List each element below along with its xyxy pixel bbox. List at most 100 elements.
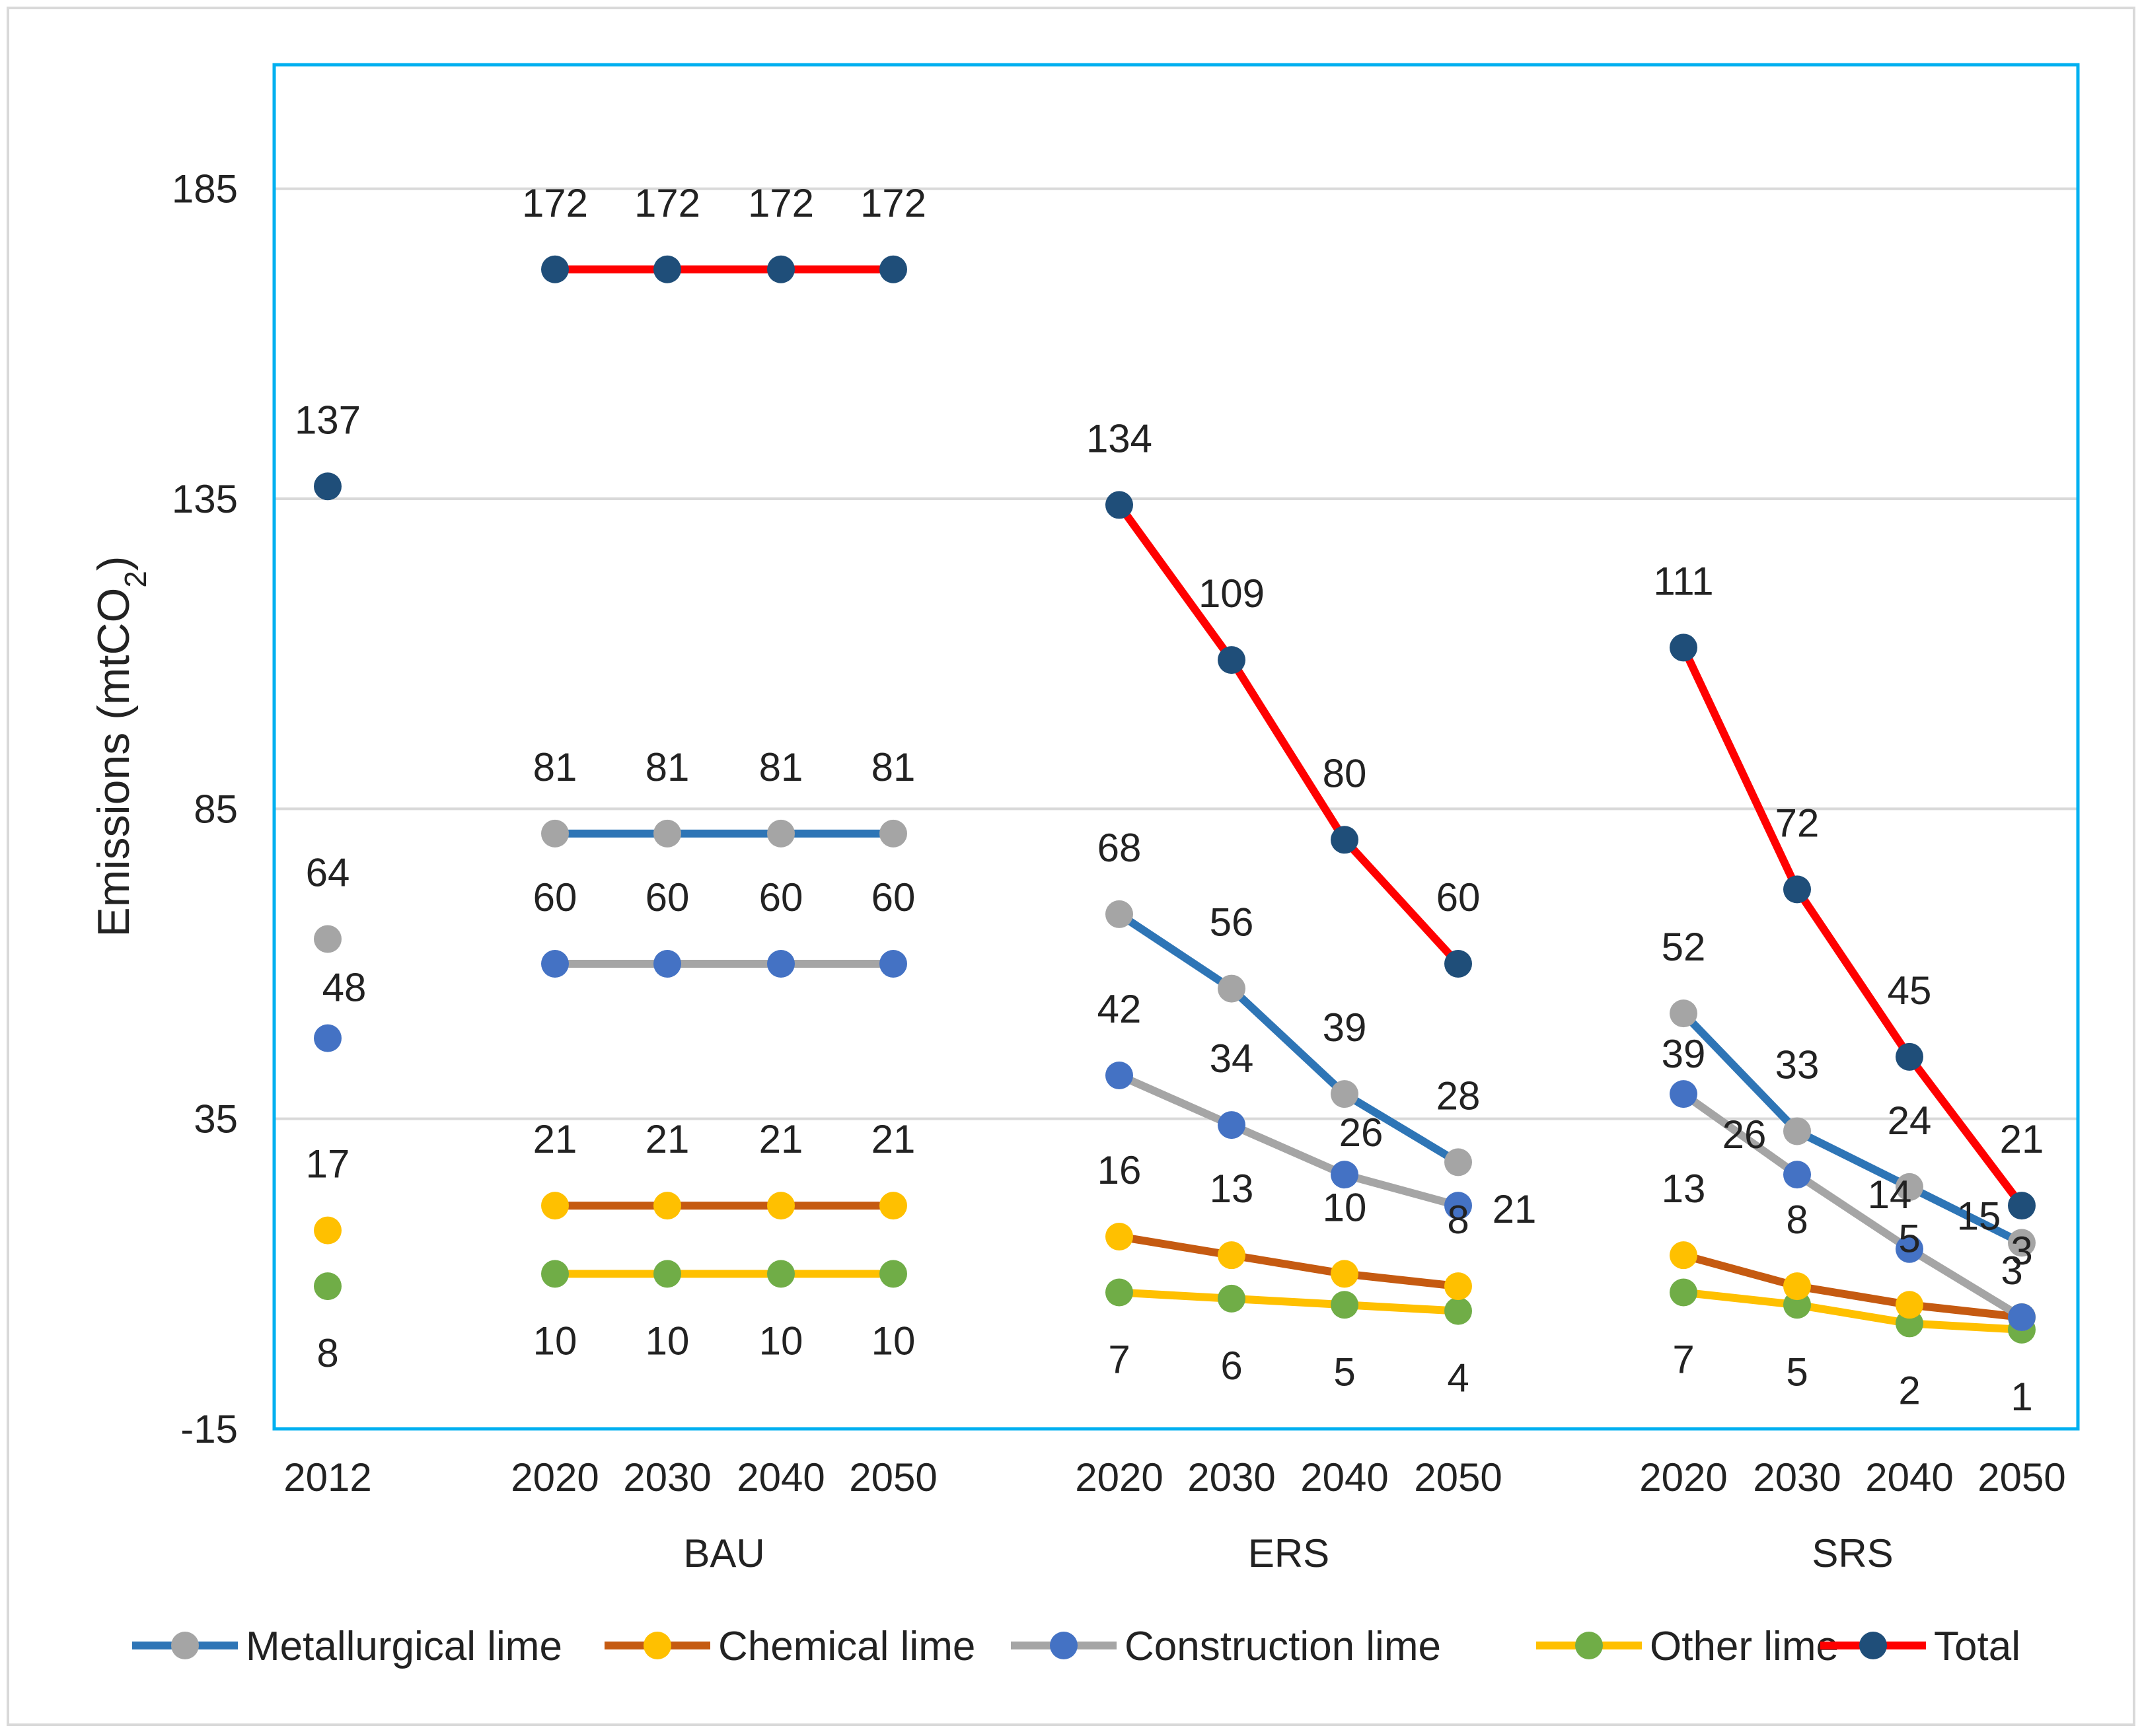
legend-item: Other lime	[1536, 1624, 1839, 1669]
y-tick-label: 185	[172, 167, 238, 211]
x-tick-label: 2030	[1753, 1455, 1841, 1500]
series-lines	[555, 265, 2025, 1334]
data-point	[879, 950, 907, 978]
legend-item: Total	[1820, 1624, 2020, 1669]
data-point	[1218, 1284, 1245, 1313]
data-point	[1331, 1291, 1358, 1319]
legend-swatch-marker	[1859, 1632, 1887, 1659]
data-point	[1218, 974, 1245, 1003]
data-label: 21	[1493, 1187, 1537, 1231]
x-tick-label: 2050	[1977, 1455, 2065, 1500]
data-label: 33	[1775, 1042, 1820, 1087]
x-tick-label: 2030	[1187, 1455, 1275, 1500]
data-label: 60	[646, 875, 690, 920]
legend-swatch-marker	[171, 1632, 199, 1659]
data-label: 8	[1447, 1198, 1469, 1242]
data-point	[1331, 1260, 1358, 1288]
data-point	[1218, 646, 1245, 674]
data-point	[1670, 999, 1697, 1028]
data-label: 60	[871, 875, 916, 920]
data-label: 5	[1898, 1216, 1920, 1260]
data-point	[541, 255, 569, 283]
data-label: 39	[1662, 1032, 1706, 1076]
data-point	[653, 819, 681, 848]
y-tick-label: -15	[180, 1407, 238, 1451]
outer-frame	[7, 7, 2135, 1726]
series-line	[1116, 502, 1461, 967]
series-line	[1680, 1010, 2024, 1247]
y-axis-title-main: Emissions (mtCO	[89, 588, 139, 937]
data-point	[314, 1216, 342, 1245]
data-label: 5	[1333, 1350, 1355, 1394]
data-label: 81	[646, 745, 690, 789]
data-label: 5	[1786, 1350, 1808, 1394]
x-axis-ticks: 2012 2020 2030 2040 2050 2020 2030 2040 2050 2020…	[283, 1455, 2065, 1500]
x-group-label: BAU	[683, 1531, 764, 1575]
data-point	[1783, 1272, 1811, 1301]
data-label: 24	[1888, 1099, 1932, 1143]
data-point	[1444, 1192, 1472, 1220]
data-label: 1	[2011, 1375, 2032, 1419]
data-point	[541, 819, 569, 848]
x-axis-group-labels: BAU ERS SRS	[683, 1531, 1893, 1575]
data-point	[879, 1260, 907, 1288]
data-point	[1896, 1173, 1923, 1201]
data-label: 10	[871, 1319, 916, 1363]
series-line	[1681, 1091, 2024, 1321]
x-tick-label: 2040	[1300, 1455, 1388, 1500]
y-tick-label: 35	[194, 1097, 238, 1141]
data-label: 48	[322, 966, 367, 1010]
data-label: 134	[1086, 416, 1152, 460]
data-label: 68	[1097, 826, 1142, 870]
data-point	[879, 255, 907, 283]
data-label: 42	[1097, 987, 1142, 1031]
data-point	[767, 255, 795, 283]
data-point	[653, 1260, 681, 1288]
data-label: 109	[1199, 571, 1265, 616]
legend-swatch-marker	[1575, 1632, 1603, 1659]
x-group-label: ERS	[1248, 1531, 1329, 1575]
data-point	[314, 1272, 342, 1301]
data-point	[1105, 1223, 1133, 1251]
y-axis-ticks: -15 35 85 135 185	[172, 167, 238, 1451]
legend-label: Metallurgical lime	[246, 1624, 562, 1669]
data-label: 21	[646, 1117, 690, 1161]
data-point	[1783, 1117, 1811, 1145]
data-point	[2008, 1303, 2036, 1332]
data-point	[314, 1024, 342, 1052]
data-point	[767, 819, 795, 848]
data-point	[1105, 900, 1133, 928]
x-tick-label: 2040	[1865, 1455, 1953, 1500]
y-axis-title: Emissions (mtCO2)	[89, 556, 153, 937]
series-line	[1117, 910, 1461, 1166]
data-label: 34	[1210, 1036, 1254, 1081]
data-label: 21	[2000, 1117, 2044, 1161]
data-point	[1670, 1241, 1697, 1270]
data-label: 15	[1957, 1194, 2001, 1238]
legend-item: Construction lime	[1011, 1624, 1441, 1669]
data-label: 28	[1436, 1073, 1481, 1118]
data-point	[2008, 1192, 2036, 1220]
data-point	[1783, 1161, 1811, 1189]
data-point	[541, 950, 569, 978]
data-point	[1444, 950, 1472, 978]
x-tick-label: 2040	[737, 1455, 825, 1500]
y-axis-title-subscript: 2	[118, 571, 153, 588]
data-label: 81	[759, 745, 803, 789]
x-group-label: SRS	[1812, 1531, 1893, 1575]
x-tick-label: 2030	[623, 1455, 711, 1500]
data-point	[653, 950, 681, 978]
data-label: 81	[533, 745, 577, 789]
data-point	[1444, 1148, 1472, 1176]
x-tick-label: 2050	[1414, 1455, 1502, 1500]
data-label: 72	[1775, 801, 1820, 845]
legend-label: Construction lime	[1125, 1624, 1441, 1669]
data-label: 6	[1220, 1344, 1242, 1388]
series-line	[1119, 1233, 1459, 1291]
data-label: 14	[1868, 1173, 1912, 1217]
data-point	[653, 255, 681, 283]
data-label: 56	[1210, 900, 1254, 945]
data-label: 52	[1662, 925, 1706, 969]
